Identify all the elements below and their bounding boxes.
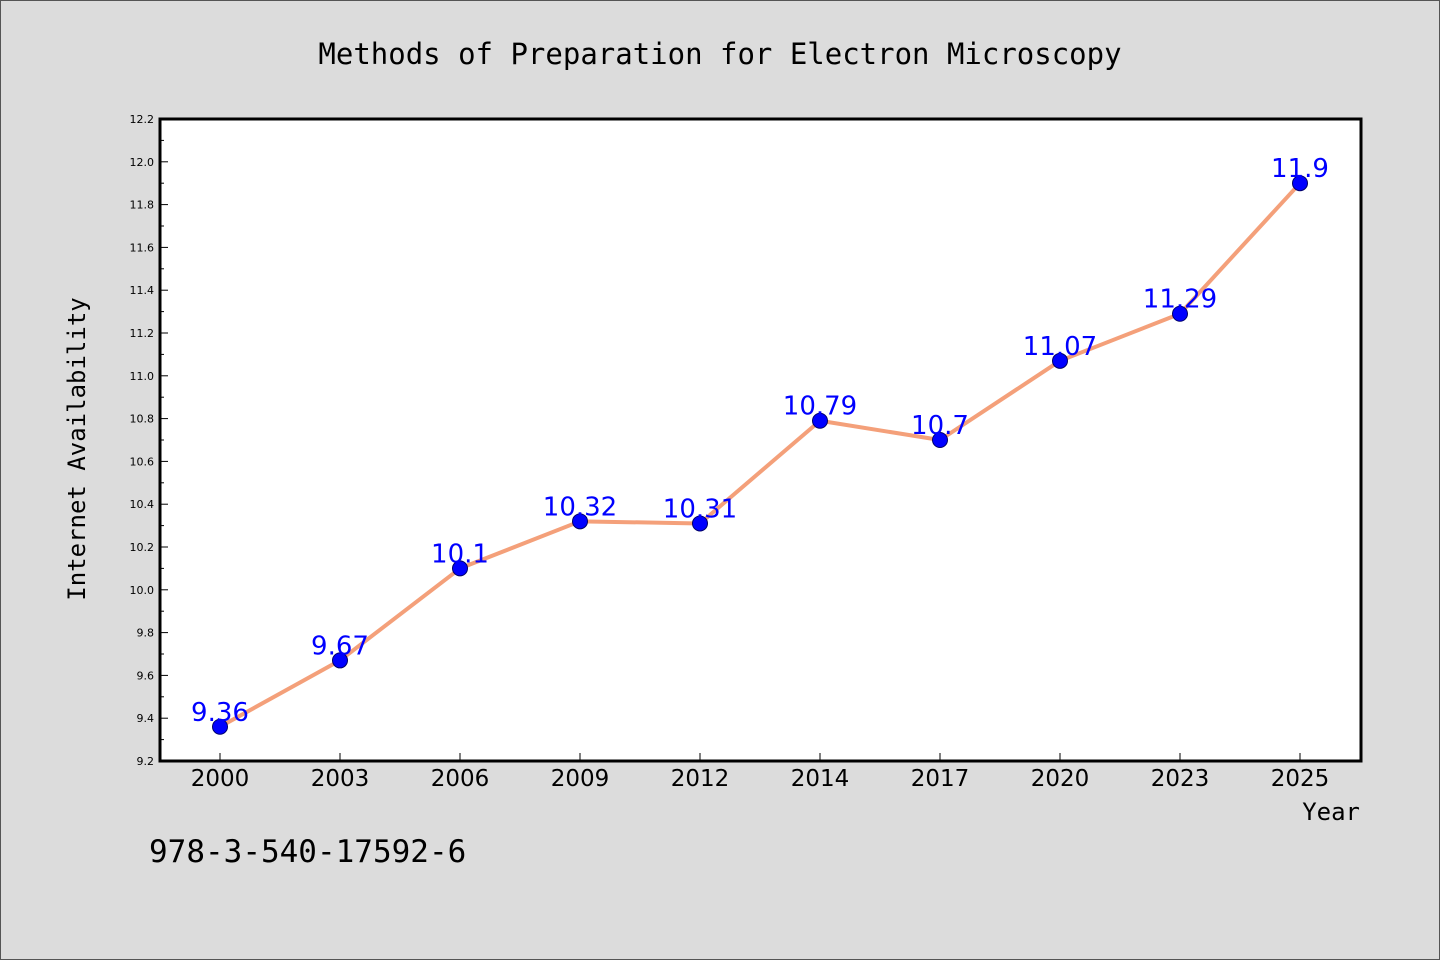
x-tick-label: 2003 — [311, 766, 370, 792]
x-tick-label: 2023 — [1151, 766, 1210, 792]
x-tick-label: 2017 — [911, 766, 970, 792]
data-label: 9.67 — [311, 631, 369, 661]
data-point — [1052, 352, 1068, 369]
data-point — [932, 432, 948, 448]
data-point — [452, 560, 468, 577]
y-tick-label: 10.8 — [130, 413, 155, 426]
y-axis-label: Internet Availability — [63, 297, 91, 600]
data-label: 10.1 — [431, 539, 489, 569]
y-tick-label: 11.0 — [130, 370, 155, 383]
data-label: 11.29 — [1143, 285, 1217, 315]
data-point — [572, 513, 588, 530]
plot-area — [158, 117, 1363, 763]
y-tick-label: 12.0 — [130, 156, 155, 169]
data-label: 10.7 — [911, 411, 969, 441]
x-tick-label: 2025 — [1271, 766, 1330, 792]
chart-title: Methods of Preparation for Electron Micr… — [318, 37, 1121, 71]
y-tick-label: 11.6 — [130, 241, 155, 254]
data-point — [212, 718, 228, 735]
data-label: 9.36 — [191, 698, 249, 728]
x-axis-ticks: 2000 2003 2006 2009 2012 2014 2017 2020 2023 2025 — [191, 753, 1330, 792]
data-point — [1172, 305, 1188, 322]
data-point — [1292, 175, 1308, 192]
data-label: 10.79 — [783, 392, 857, 422]
x-tick-label: 2009 — [551, 766, 610, 792]
data-label: 11.9 — [1271, 154, 1329, 184]
series-internet-availability: 9.36 9.67 10.1 10.32 10.31 10.79 10.7 11.07 11.2… — [191, 154, 1329, 735]
y-axis-ticks: 9.2 9.4 9.6 9.8 10.0 10.2 10.4 10.6 10.8 11.0 11.2… — [130, 113, 168, 768]
y-tick-label: 10.2 — [130, 541, 155, 554]
data-label: 10.31 — [663, 494, 737, 524]
y-tick-label: 10.4 — [130, 498, 155, 511]
data-label: 11.07 — [1023, 332, 1097, 362]
isbn-text: 978-3-540-17592-6 — [149, 834, 467, 870]
y-tick-label: 9.2 — [137, 755, 155, 768]
data-point — [692, 515, 708, 532]
x-tick-label: 2000 — [191, 766, 250, 792]
data-label: 10.32 — [543, 492, 617, 522]
y-tick-label: 10.0 — [130, 584, 155, 597]
y-tick-label: 11.8 — [130, 199, 155, 212]
x-tick-label: 2012 — [671, 766, 730, 792]
y-tick-label: 9.8 — [137, 627, 155, 640]
y-tick-label: 9.6 — [137, 669, 155, 682]
series-line — [219, 181, 1302, 729]
data-point — [332, 652, 348, 669]
x-tick-label: 2020 — [1031, 766, 1090, 792]
x-axis-label: Year — [1302, 798, 1360, 826]
y-tick-label: 9.4 — [137, 712, 155, 725]
y-tick-label: 12.2 — [130, 113, 155, 126]
y-tick-label: 11.4 — [130, 284, 155, 297]
y-tick-label: 11.2 — [130, 327, 155, 340]
data-point — [812, 412, 828, 429]
y-tick-label: 10.6 — [130, 455, 155, 468]
x-tick-label: 2006 — [431, 766, 490, 792]
x-tick-label: 2014 — [791, 766, 850, 792]
